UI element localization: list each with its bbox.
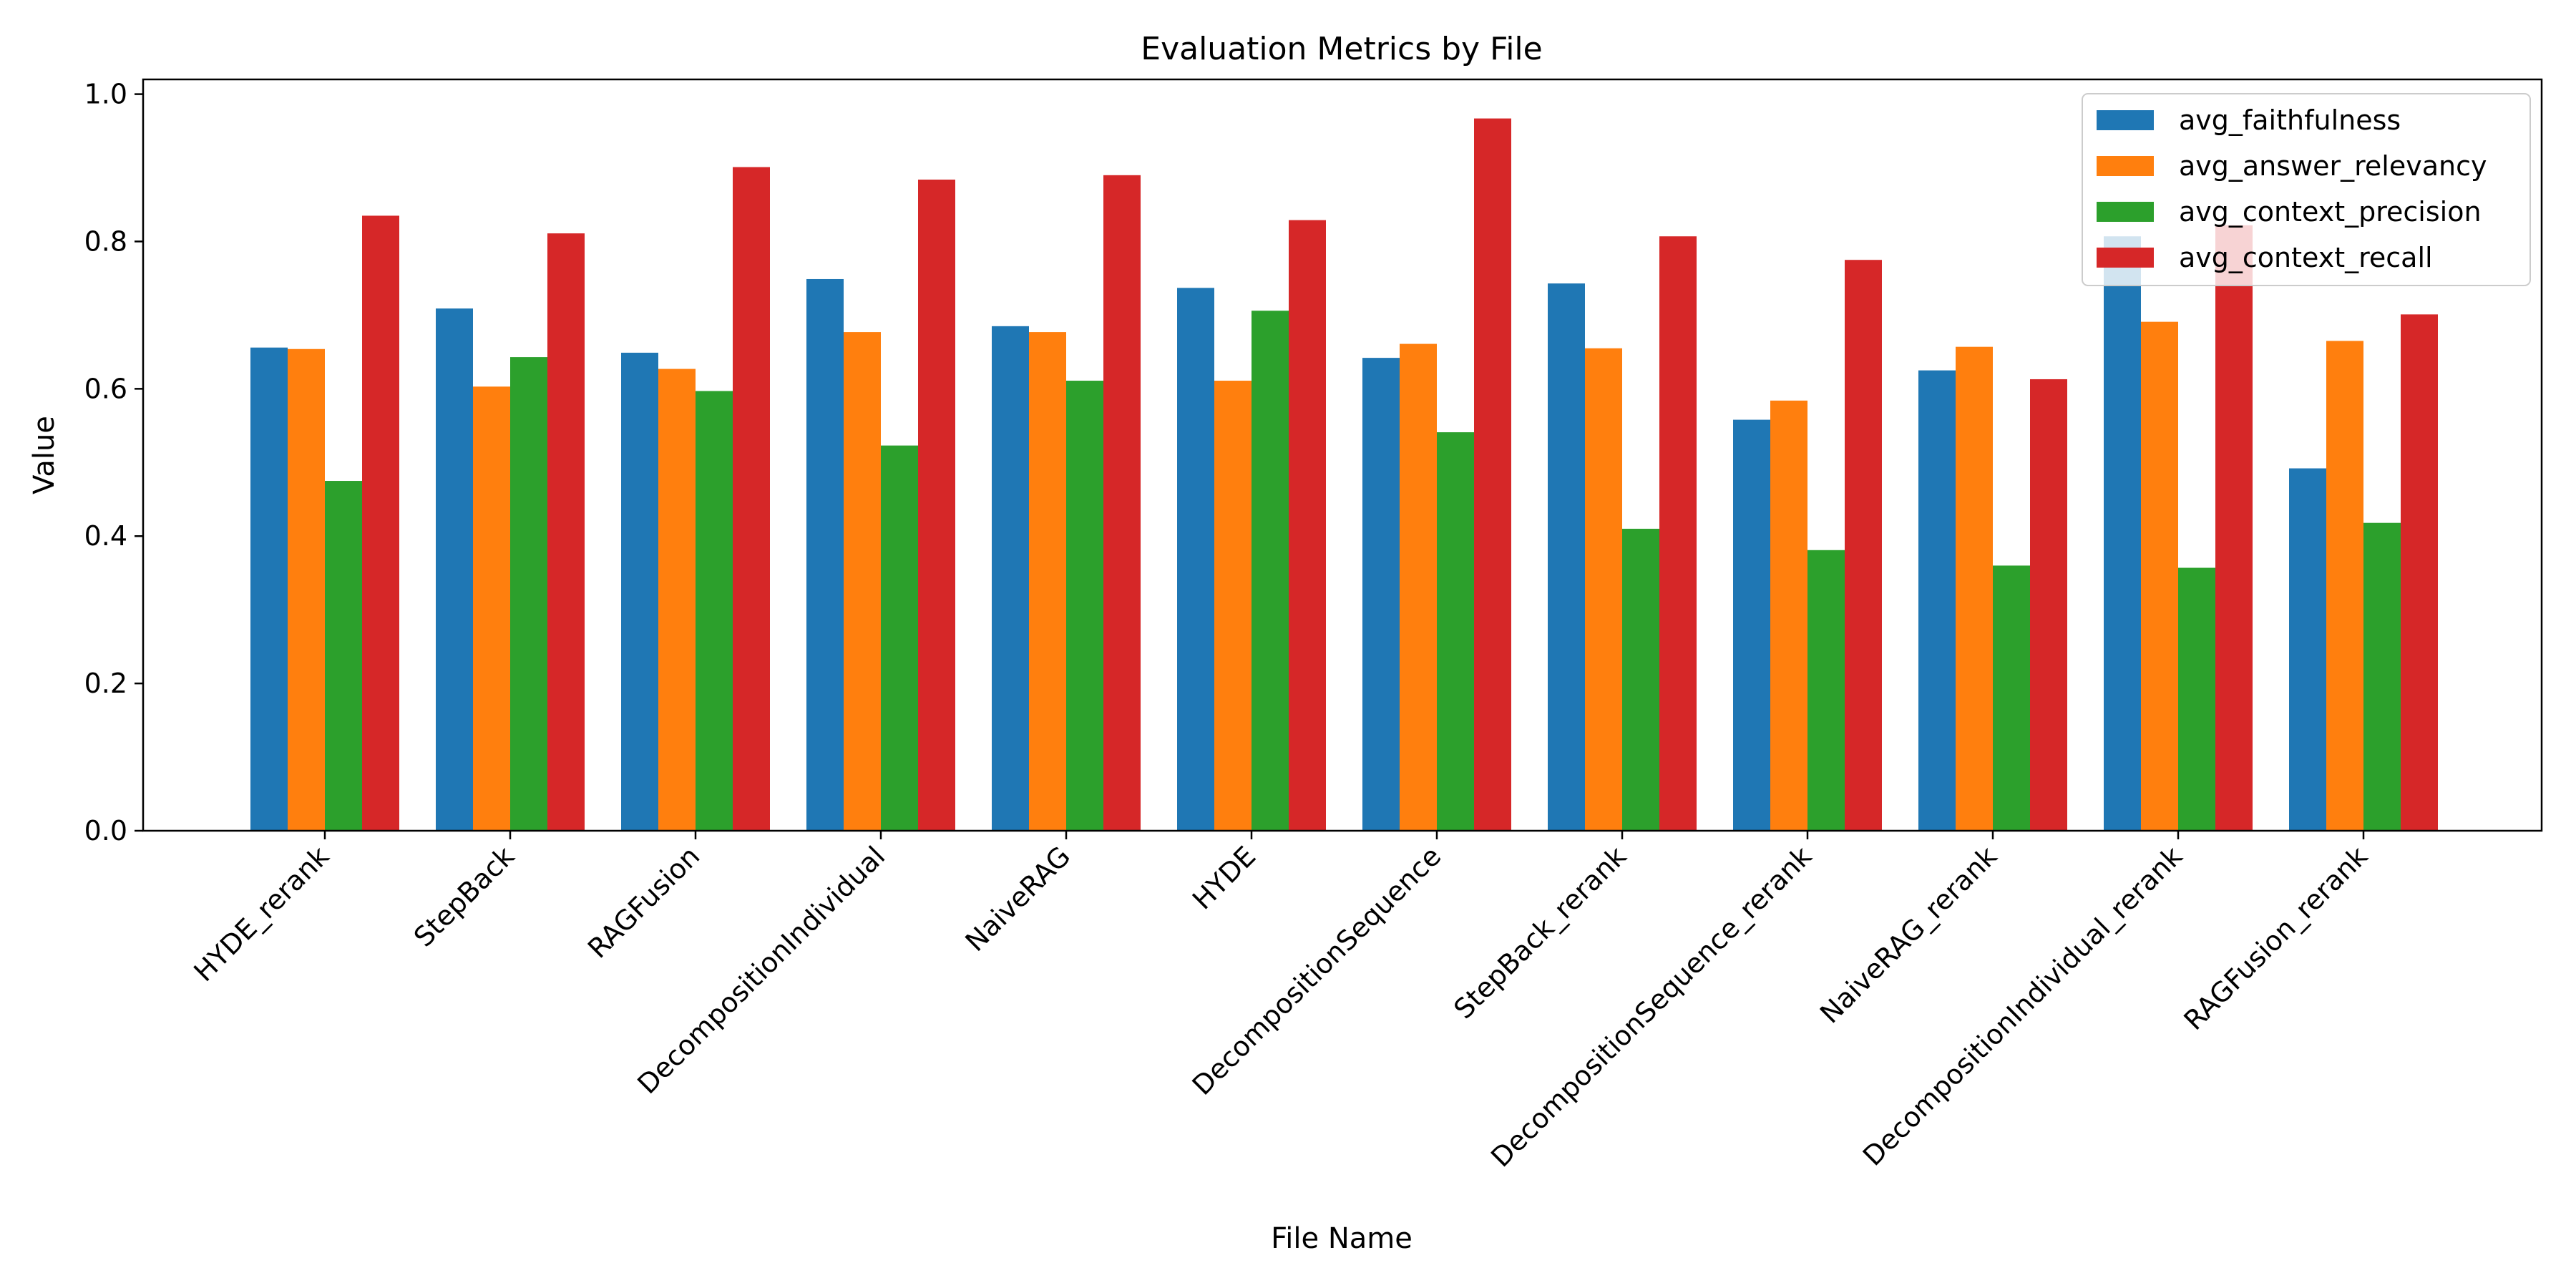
bar-avg_faithfulness-DecompositionSequence_rerank	[1733, 419, 1770, 831]
bar-avg_answer_relevancy-RAGFusion_rerank	[2326, 341, 2363, 831]
bar-avg_context_recall-DecompositionIndividual_rerank	[2215, 225, 2253, 831]
bar-avg_context_recall-DecompositionSequence_rerank	[1845, 260, 1882, 831]
chart-title: Evaluation Metrics by File	[1141, 31, 1542, 67]
bar-avg_context_precision-StepBack_rerank	[1622, 528, 1659, 831]
bar-avg_answer_relevancy-StepBack_rerank	[1585, 348, 1622, 831]
bar-avg_faithfulness-StepBack	[436, 308, 473, 831]
bar-avg_context_recall-StepBack_rerank	[1659, 236, 1697, 831]
legend-label-avg_answer_relevancy: avg_answer_relevancy	[2179, 150, 2487, 182]
legend-swatch-avg_faithfulness	[2097, 110, 2154, 130]
x-tick-label: RAGFusion_rerank	[2177, 840, 2373, 1036]
legend-swatch-avg_context_recall	[2097, 248, 2154, 268]
bar-avg_context_recall-HYDE_rerank	[362, 215, 399, 831]
bar-avg_context_precision-RAGFusion_rerank	[2363, 522, 2401, 831]
bar-avg_faithfulness-DecompositionSequence	[1362, 358, 1400, 831]
legend-swatch-avg_context_precision	[2097, 202, 2154, 222]
bar-avg_context_precision-RAGFusion	[696, 391, 733, 831]
plot-frame	[142, 78, 2543, 832]
bar-avg_context_precision-DecompositionSequence_rerank	[1807, 550, 1845, 831]
bar-avg_context_precision-NaiveRAG_rerank	[1993, 565, 2030, 831]
legend: avg_faithfulness avg_answer_relevancy avg_…	[2082, 93, 2531, 286]
x-tick-label: StepBack	[408, 840, 521, 953]
bar-avg_faithfulness-HYDE_rerank	[250, 347, 288, 831]
bar-avg_context_precision-DecompositionSequence	[1437, 432, 1474, 831]
bar-avg_faithfulness-StepBack_rerank	[1548, 283, 1585, 831]
x-tick-label: DecompositionIndividual_rerank	[1857, 840, 2189, 1172]
legend-label-avg_context_precision: avg_context_precision	[2179, 196, 2482, 228]
y-tick-label: 0.0	[84, 815, 127, 847]
bar-avg_context_precision-StepBack	[510, 357, 547, 831]
bar-avg_answer_relevancy-DecompositionIndividual	[844, 332, 881, 831]
legend-label-avg_context_recall: avg_context_recall	[2179, 242, 2433, 273]
bar-avg_faithfulness-NaiveRAG_rerank	[1918, 370, 1956, 831]
bar-avg_context_precision-HYDE_rerank	[325, 481, 362, 831]
y-axis: 0.0 0.2 0.4 0.6 0.8 1.0	[84, 79, 143, 847]
bar-avg_context_recall-DecompositionIndividual	[918, 180, 955, 831]
bar-avg_faithfulness-DecompositionIndividual_rerank	[2104, 236, 2141, 831]
y-tick-label: 1.0	[84, 79, 127, 110]
bar-avg_faithfulness-HYDE	[1177, 288, 1214, 831]
x-tick-label: HYDE	[1186, 840, 1262, 915]
bar-avg_answer_relevancy-HYDE_rerank	[288, 348, 325, 831]
bar-avg_context_precision-DecompositionIndividual	[881, 445, 918, 831]
bar-avg_faithfulness-RAGFusion	[621, 352, 658, 831]
bar-avg_context_recall-NaiveRAG	[1103, 175, 1141, 831]
bar-avg_answer_relevancy-NaiveRAG	[1029, 332, 1066, 831]
bar-avg_context_recall-RAGFusion	[733, 167, 770, 831]
bar-avg_answer_relevancy-StepBack	[473, 386, 510, 831]
legend-swatch-avg_answer_relevancy	[2097, 156, 2154, 176]
y-axis-title: Value	[28, 416, 61, 494]
x-tick-label: DecompositionSequence_rerank	[1485, 840, 1818, 1173]
x-tick-label: NaiveRAG_rerank	[1814, 840, 2003, 1029]
bar-avg_context_precision-DecompositionIndividual_rerank	[2178, 567, 2215, 831]
bars-group	[250, 118, 2438, 831]
bar-avg_answer_relevancy-DecompositionSequence	[1400, 343, 1437, 831]
x-tick-label: HYDE_rerank	[187, 840, 335, 987]
y-tick-label: 0.6	[84, 373, 127, 404]
y-tick-label: 0.4	[84, 520, 127, 552]
bar-avg_context_recall-HYDE	[1289, 220, 1326, 831]
bar-avg_answer_relevancy-DecompositionIndividual_rerank	[2141, 321, 2178, 831]
bar-avg_faithfulness-RAGFusion_rerank	[2289, 468, 2326, 831]
bar-avg_answer_relevancy-HYDE	[1214, 381, 1252, 831]
x-axis-title: File Name	[1271, 1222, 1413, 1255]
y-tick-label: 0.8	[84, 225, 127, 257]
bar-avg_context_recall-StepBack	[547, 233, 585, 831]
bar-avg_context_recall-RAGFusion_rerank	[2401, 314, 2438, 831]
bar-avg_answer_relevancy-DecompositionSequence_rerank	[1770, 400, 1807, 831]
bar-avg_context_recall-DecompositionSequence	[1474, 118, 1511, 831]
legend-box	[2082, 93, 2531, 286]
y-tick-label: 0.2	[84, 668, 127, 699]
bar-avg_answer_relevancy-RAGFusion	[658, 369, 696, 831]
bar-avg_answer_relevancy-NaiveRAG_rerank	[1956, 346, 1993, 831]
x-tick-label: RAGFusion	[582, 840, 706, 964]
bar-avg_context_precision-HYDE	[1252, 311, 1289, 831]
x-tick-label: NaiveRAG	[959, 840, 1076, 957]
bar-avg_faithfulness-NaiveRAG	[992, 326, 1029, 831]
x-axis: HYDE_rerank StepBack RAGFusion Decompositio…	[187, 831, 2373, 1173]
legend-label-avg_faithfulness: avg_faithfulness	[2179, 104, 2401, 136]
bar-avg_context_precision-NaiveRAG	[1066, 381, 1103, 831]
bar-avg_faithfulness-DecompositionIndividual	[806, 278, 844, 831]
x-tick-label: StepBack_rerank	[1448, 840, 1632, 1025]
bar-avg_context_recall-NaiveRAG_rerank	[2030, 379, 2067, 831]
